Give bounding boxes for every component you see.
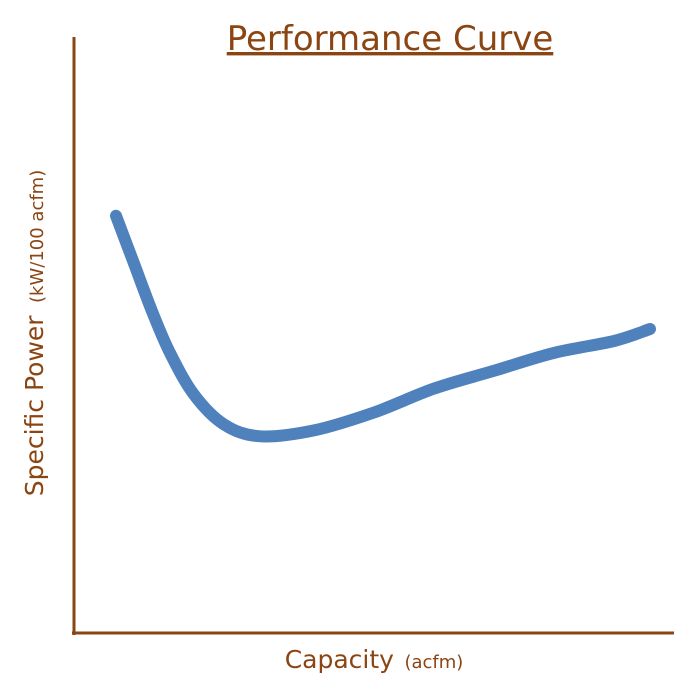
y-axis-label: Specific Power (kW/100 acfm) [20, 170, 49, 497]
performance-curve-line [110, 209, 656, 443]
plot-area [72, 37, 674, 635]
x-axis-unit: (acfm) [404, 652, 463, 673]
y-axis-unit: (kW/100 acfm) [27, 170, 48, 303]
y-axis-label-text: Specific Power [20, 315, 49, 497]
x-axis-label: Capacity (acfm) [285, 645, 464, 674]
chart-title: Performance Curve [227, 19, 554, 59]
x-axis-label-text: Capacity [285, 645, 394, 674]
